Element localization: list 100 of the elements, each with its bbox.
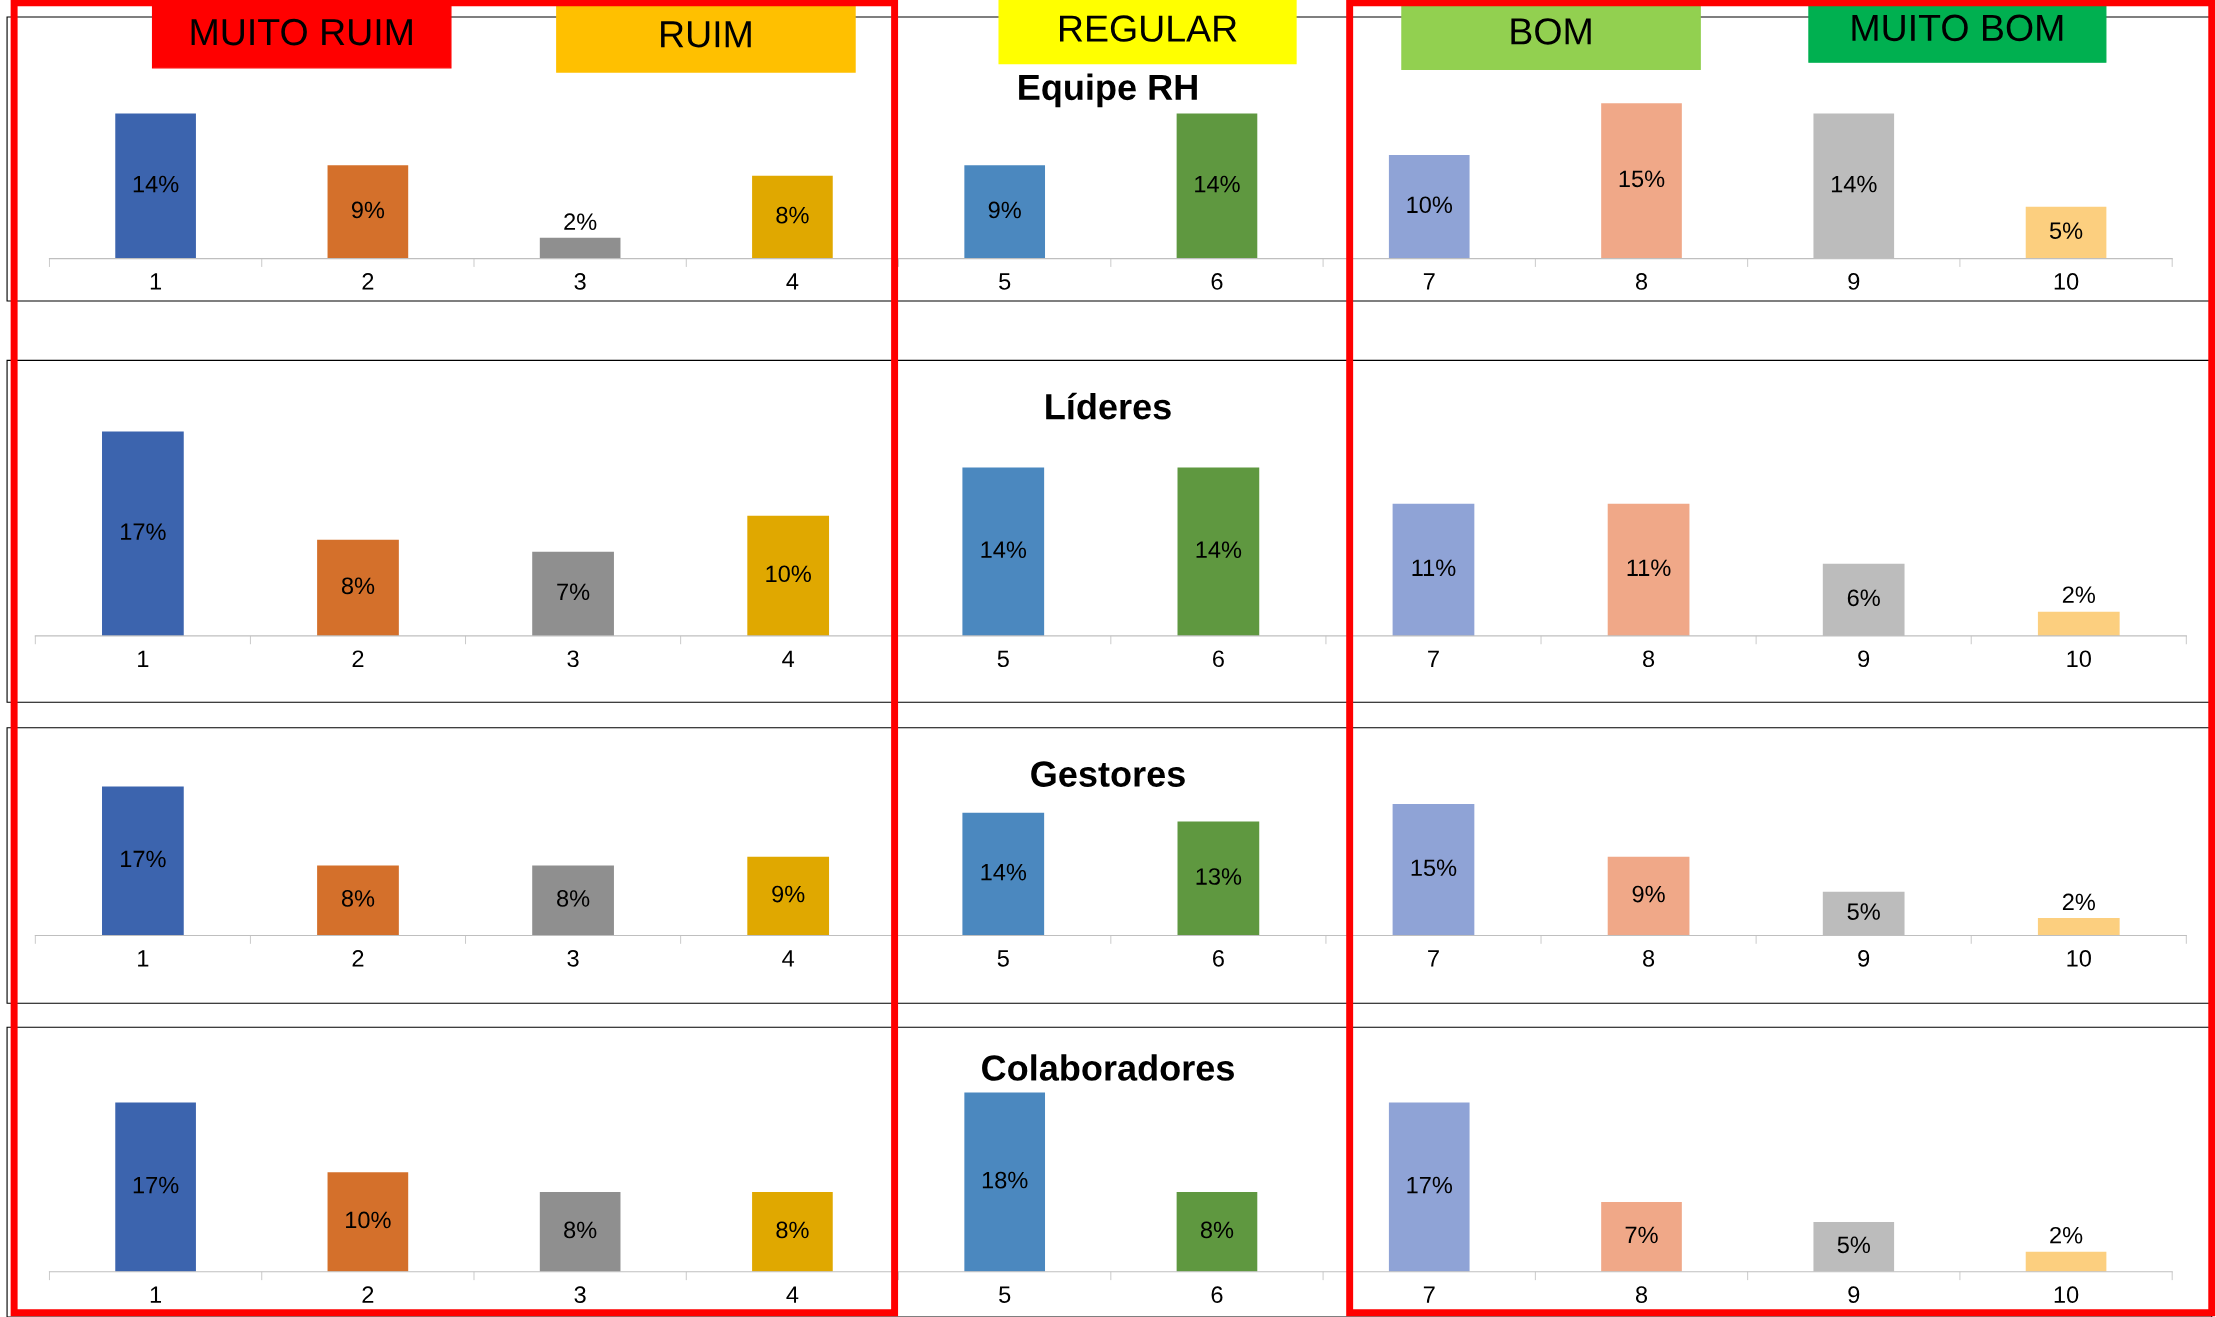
data-label: 14% xyxy=(981,541,1027,558)
x-tick-label: 8 xyxy=(1643,650,1655,668)
chart-title: Colaboradores xyxy=(982,1054,1234,1081)
x-tick-label: 4 xyxy=(786,1286,799,1303)
data-label: 8% xyxy=(341,890,375,907)
data-label: 9% xyxy=(1632,885,1665,903)
bar xyxy=(962,812,1045,936)
bar xyxy=(317,539,399,636)
x-tick-label: 7 xyxy=(1428,950,1439,967)
x-tick-label: 4 xyxy=(786,273,799,290)
bar xyxy=(1176,113,1258,259)
bar xyxy=(962,467,1045,636)
bar xyxy=(752,175,833,259)
x-tick-label: 6 xyxy=(1213,650,1224,668)
data-label: 2% xyxy=(2050,1226,2083,1244)
x-tick-label: 2 xyxy=(352,949,364,967)
data-label: 17% xyxy=(121,523,166,540)
data-label: 11% xyxy=(1412,559,1456,577)
x-tick-label: 3 xyxy=(567,650,579,668)
x-tick-label: 3 xyxy=(574,273,586,290)
x-tick-label: 5 xyxy=(999,273,1011,290)
data-label: 8% xyxy=(341,577,375,595)
bar xyxy=(1607,856,1690,936)
x-tick-label: 10 xyxy=(2067,949,2091,967)
x-tick-label: 7 xyxy=(1428,650,1439,667)
bar xyxy=(1176,1192,1258,1272)
x-tick-label: 8 xyxy=(1635,273,1648,290)
bar xyxy=(747,856,830,936)
x-tick-label: 3 xyxy=(567,949,579,967)
text: REGULAR xyxy=(1060,15,1237,42)
bar xyxy=(1392,804,1475,936)
bar xyxy=(964,1092,1046,1272)
data-label: 8% xyxy=(564,1221,597,1239)
data-label: 17% xyxy=(121,850,166,868)
bar xyxy=(539,237,621,259)
data-label: 9% xyxy=(772,885,805,903)
chart-title: Gestores xyxy=(1031,761,1185,787)
bar xyxy=(1388,1102,1470,1272)
data-label: 5% xyxy=(2049,222,2083,240)
bar xyxy=(1388,154,1470,259)
data-label: 11% xyxy=(1627,559,1671,577)
data-label: 5% xyxy=(1837,1236,1870,1254)
bar xyxy=(115,113,196,259)
bar xyxy=(317,865,399,936)
data-label: 2% xyxy=(564,213,597,230)
x-tick-label: 1 xyxy=(138,650,149,667)
x-tick-label: 7 xyxy=(1423,1286,1435,1303)
x-tick-label: 5 xyxy=(997,650,1009,668)
bar xyxy=(2037,917,2120,936)
data-label: 10% xyxy=(346,1211,391,1229)
data-label: 7% xyxy=(557,583,590,601)
x-tick-label: 6 xyxy=(1211,1286,1223,1304)
data-label: 2% xyxy=(2062,893,2095,911)
bar xyxy=(1601,103,1682,259)
x-tick-label: 5 xyxy=(999,1286,1011,1304)
x-tick-label: 3 xyxy=(574,1286,586,1304)
data-label: 8% xyxy=(557,890,590,907)
text: RUIM xyxy=(661,21,751,48)
bar xyxy=(539,1192,621,1272)
x-tick-label: 1 xyxy=(150,1286,162,1303)
x-tick-label: 5 xyxy=(997,950,1009,967)
bar xyxy=(532,865,614,936)
x-tick-label: 10 xyxy=(2067,650,2091,668)
bar xyxy=(327,1172,409,1272)
bar xyxy=(2025,1251,2107,1272)
x-tick-label: 1 xyxy=(138,950,149,967)
chart-title: Equipe RH xyxy=(1019,73,1197,108)
data-label: 14% xyxy=(1831,175,1877,193)
bar xyxy=(327,165,409,259)
data-label: 14% xyxy=(1195,175,1240,193)
data-label: 14% xyxy=(1196,541,1242,558)
x-tick-label: 6 xyxy=(1213,949,1224,967)
data-label: 15% xyxy=(1411,859,1457,877)
x-tick-label: 8 xyxy=(1643,949,1655,967)
data-label: 13% xyxy=(1196,868,1242,885)
bar xyxy=(2037,611,2120,636)
bar xyxy=(1177,821,1260,936)
x-tick-label: 8 xyxy=(1635,1286,1648,1304)
bar xyxy=(747,515,830,636)
bar xyxy=(1607,503,1690,636)
bar xyxy=(964,165,1046,259)
data-label: 14% xyxy=(981,863,1027,881)
x-tick-label: 9 xyxy=(1848,1286,1860,1304)
x-tick-label: 9 xyxy=(1858,949,1870,967)
x-tick-label: 6 xyxy=(1211,273,1223,290)
x-tick-label: 10 xyxy=(2054,273,2079,290)
data-label: 8% xyxy=(776,1221,809,1239)
bar xyxy=(1177,467,1260,636)
text: BOM xyxy=(1511,18,1591,45)
bar xyxy=(532,551,614,636)
chart-title: Líderes xyxy=(1046,392,1171,420)
data-label: 17% xyxy=(133,1176,179,1194)
x-tick-label: 4 xyxy=(782,650,795,667)
data-label: 15% xyxy=(1619,170,1665,188)
x-tick-label: 1 xyxy=(150,273,162,290)
text: MUITO BOM xyxy=(1852,14,2063,42)
data-label: 9% xyxy=(351,201,385,219)
bar xyxy=(1392,503,1475,636)
data-label: 7% xyxy=(1625,1226,1658,1244)
x-tick-label: 9 xyxy=(1858,650,1870,668)
